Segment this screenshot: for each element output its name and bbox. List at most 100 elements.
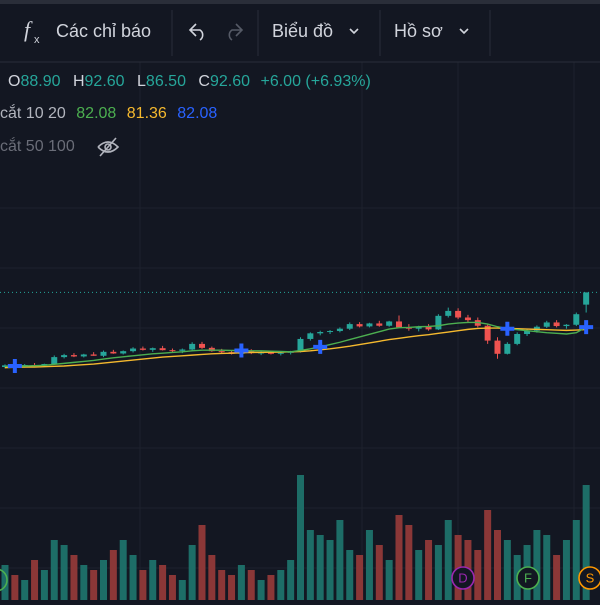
- ma-fast-value: 82.08: [177, 105, 217, 122]
- candle-body: [583, 292, 590, 305]
- volume-bar: [503, 540, 511, 600]
- redo-icon[interactable]: [228, 23, 244, 41]
- candle-body: [130, 348, 137, 352]
- candle-body: [563, 324, 570, 327]
- volume-bar: [70, 555, 78, 600]
- candle-body: [514, 334, 521, 344]
- toolbar: f x Các chỉ báo Biểu đồ Hồ sơ: [0, 4, 600, 63]
- volume-bar: [119, 540, 127, 600]
- profile-menu[interactable]: Hồ sơ: [394, 21, 443, 41]
- volume-bar: [247, 570, 255, 600]
- candle-body: [189, 343, 196, 350]
- candle-body: [159, 348, 166, 351]
- ma-fast-value: 82.08: [76, 105, 116, 122]
- volume-bar: [356, 555, 364, 600]
- candle-body: [504, 343, 511, 354]
- candle-body: [327, 331, 334, 333]
- candle-body: [90, 354, 97, 356]
- volume-bar: [582, 485, 590, 600]
- candle-body: [376, 323, 383, 326]
- event-label: F: [524, 570, 532, 585]
- volume-bar: [562, 540, 570, 600]
- l-label: L: [137, 73, 146, 90]
- candle-body: [218, 351, 225, 353]
- volume-bar: [346, 550, 354, 600]
- candle-body: [61, 355, 68, 358]
- candle-body: [573, 314, 580, 325]
- cross-signal: [7, 359, 22, 374]
- candle-body: [139, 348, 146, 350]
- ma-slow-name: cắt 50 100: [0, 136, 75, 155]
- fx-icon[interactable]: f: [24, 17, 33, 42]
- indicators-button[interactable]: Các chỉ báo: [56, 21, 151, 41]
- candle-body: [484, 325, 491, 341]
- candle-body: [494, 340, 501, 354]
- volume-bar: [395, 515, 403, 600]
- volume-bar: [149, 560, 157, 600]
- candle-body: [317, 332, 324, 334]
- change-value: +6.00 (+6.93%): [260, 73, 370, 90]
- volume-bar: [297, 475, 304, 600]
- volume-bar: [405, 525, 413, 600]
- ohlc-legend: O88.90 H92.60 L86.50 C92.60 +6.00 (+6.93…: [8, 73, 371, 90]
- volume-bar: [267, 575, 275, 600]
- candle-body: [524, 330, 531, 334]
- c-value: 92.60: [210, 73, 250, 90]
- volume-bar: [178, 580, 186, 600]
- volume-bar: [60, 545, 68, 600]
- cross-signal: [234, 343, 249, 358]
- volume-bar: [198, 525, 206, 600]
- chart-menu[interactable]: Biểu đồ: [272, 21, 333, 41]
- volume-bar: [40, 570, 48, 600]
- candle-body: [80, 354, 87, 357]
- chevron: [459, 28, 469, 35]
- undo-icon[interactable]: [188, 23, 204, 41]
- hide-icon[interactable]: [97, 137, 120, 157]
- candle-body: [396, 321, 402, 328]
- price-pane: [0, 291, 600, 374]
- volume-bar: [188, 545, 196, 600]
- candle-body: [110, 351, 117, 354]
- candle-body: [277, 352, 284, 354]
- volume-bar: [287, 560, 295, 600]
- pupil: [104, 143, 112, 151]
- volume-bar: [159, 565, 167, 600]
- ma-line: [4, 321, 587, 368]
- volume-bar: [90, 570, 98, 600]
- volume-bar: [326, 540, 334, 600]
- candle-body: [415, 326, 422, 329]
- volume-bar: [100, 560, 107, 600]
- volume-bar: [474, 550, 482, 600]
- volume-bar: [444, 520, 452, 600]
- event-circle[interactable]: [0, 568, 8, 592]
- volume-bar: [31, 560, 39, 600]
- volume-bar: [306, 530, 314, 600]
- volume-bar: [425, 540, 433, 600]
- candle-body: [435, 315, 442, 330]
- h-value: 92.60: [85, 73, 125, 90]
- candle-body: [120, 351, 127, 354]
- h-label: H: [73, 73, 85, 90]
- candle-body: [149, 348, 156, 350]
- candle-body: [51, 357, 58, 365]
- volume-bar: [129, 555, 137, 600]
- volume-bar: [316, 535, 324, 600]
- candle-body: [445, 310, 452, 316]
- volume-bar: [218, 570, 226, 600]
- candle-body: [70, 355, 77, 357]
- volume-bar: [257, 580, 265, 600]
- volume-pane: [1, 475, 590, 600]
- event-circle: [451, 566, 475, 590]
- candle-body: [307, 333, 314, 339]
- event-label: D: [458, 570, 467, 585]
- candle-body: [100, 351, 107, 356]
- volume-bar: [109, 550, 117, 600]
- candle-body: [464, 317, 471, 321]
- event-circle: [578, 566, 600, 590]
- candle-body: [297, 338, 304, 352]
- volume-bar: [1, 565, 9, 600]
- candle-body: [366, 323, 373, 327]
- volume-bar: [208, 555, 216, 600]
